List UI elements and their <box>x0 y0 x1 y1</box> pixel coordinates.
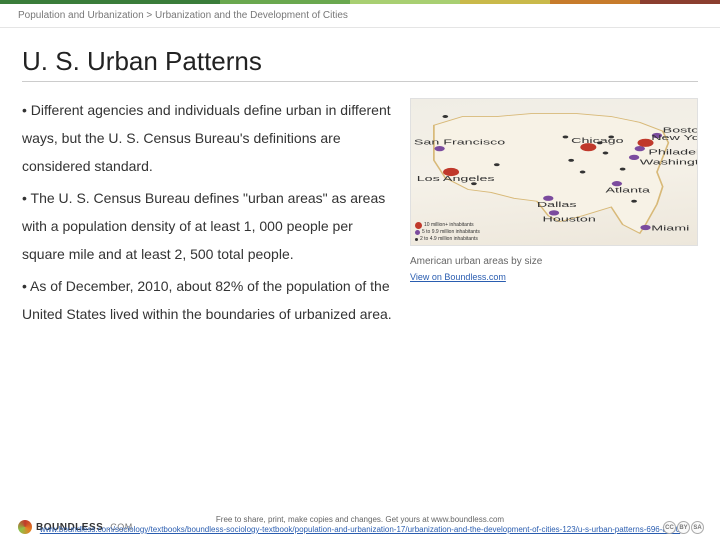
cc-icon: BY <box>677 521 690 534</box>
content-area: U. S. Urban Patterns • Different agencie… <box>0 28 720 332</box>
cc-license-badge: CCBYSA <box>663 521 704 534</box>
bullet-item: • As of December, 2010, about 82% of the… <box>22 272 392 328</box>
map-figure: San Francisco Dallas Houston Philadelphia Wa… <box>410 98 698 246</box>
bullet-item: • Different agencies and individuals def… <box>22 96 392 180</box>
footer-tagline: Free to share, print, make copies and ch… <box>18 515 702 524</box>
cc-icon: CC <box>663 521 676 534</box>
map-legend: 10 million+ inhabitants5 to 9.9 million … <box>415 222 480 243</box>
svg-text:San Francisco: San Francisco <box>414 138 505 146</box>
map-caption-link[interactable]: View on Boundless.com <box>410 272 506 282</box>
footer-url[interactable]: www.boundless.com/sociology/textbooks/bo… <box>40 525 680 534</box>
side-column: San Francisco Dallas Houston Philadelphia Wa… <box>410 96 698 332</box>
cc-icon: SA <box>691 521 704 534</box>
svg-text:Houston: Houston <box>543 216 596 224</box>
svg-text:Atlanta: Atlanta <box>605 187 650 195</box>
body-row: • Different agencies and individuals def… <box>22 96 698 332</box>
svg-text:Miami: Miami <box>651 225 689 233</box>
bullet-item: • The U. S. Census Bureau defines "urban… <box>22 184 392 268</box>
bullet-column: • Different agencies and individuals def… <box>22 96 392 332</box>
map-caption: American urban areas by size <box>410 256 698 267</box>
svg-text:Dallas: Dallas <box>537 201 577 209</box>
svg-text:Philadelphia: Philadelphia <box>648 149 697 157</box>
svg-text:Chicago: Chicago <box>571 137 623 145</box>
breadcrumb: Population and Urbanization > Urbanizati… <box>0 4 720 28</box>
page-title: U. S. Urban Patterns <box>22 46 698 82</box>
top-accent-bar <box>0 0 720 4</box>
svg-text:Los Angeles: Los Angeles <box>417 175 495 183</box>
svg-text:New York: New York <box>651 134 697 142</box>
footer: Free to share, print, make copies and ch… <box>0 511 720 540</box>
svg-text:Washington: Washington <box>640 159 697 167</box>
